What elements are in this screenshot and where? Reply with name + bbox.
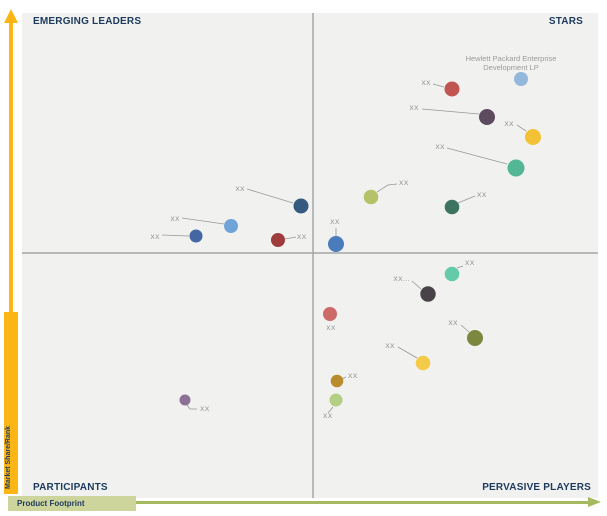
point-label-p11: XX: [297, 234, 307, 241]
point-label-p20: XX: [200, 406, 210, 413]
bubble-p15: [323, 307, 337, 321]
bubble-p13: [444, 266, 460, 282]
bubble-p18: [330, 374, 344, 388]
leader-line-p1: [432, 83, 445, 88]
point-label-p7: XX: [477, 192, 487, 199]
y-axis-label-bar: [4, 312, 18, 494]
leader-line-p17: [397, 346, 418, 359]
point-label-p10: XX: [150, 234, 160, 241]
point-label-p14: XX...: [393, 276, 410, 283]
point-label-p18: XX: [348, 373, 358, 380]
leader-line-p11: [284, 236, 297, 240]
leader-line-p7: [457, 195, 476, 204]
bubble-p9: [224, 219, 238, 233]
bubble-p7: [444, 199, 460, 215]
bubble-p8: [293, 198, 309, 214]
quadrant-label-pervasive-players: PERVASIVE PLAYERS: [482, 482, 591, 493]
bubble-p3: [479, 109, 495, 125]
leader-line-p14: [411, 280, 422, 290]
x-axis-label-bar: Product Footprint: [8, 496, 136, 511]
leader-line-p8: [246, 188, 294, 204]
point-label-p1: XX: [421, 80, 431, 87]
annotation-line-1: Hewlett Packard Enterprise: [466, 54, 557, 63]
bubble-p4: [525, 129, 541, 145]
bubble-p16: [467, 330, 483, 346]
x-axis-label: Product Footprint: [17, 499, 85, 508]
point-label-p17: XX: [385, 343, 395, 350]
annotation-line-2: Development LP: [483, 63, 538, 72]
plot-area: [22, 13, 598, 498]
leader-line-p10: [161, 234, 190, 237]
point-label-p15: XX: [326, 325, 336, 332]
point-label-p3: XX: [409, 105, 419, 112]
leader-line-p4: [516, 124, 527, 132]
point-label-p16: XX: [448, 320, 458, 327]
x-axis-line: [136, 501, 588, 504]
point-label-p9: XX: [170, 216, 180, 223]
point-label-p13: XX: [465, 260, 475, 267]
bubble-p10: [189, 229, 203, 243]
leader-line-p19: [327, 406, 334, 414]
point-label-p12: XX: [330, 219, 340, 226]
point-label-p6: XX: [399, 180, 409, 187]
leader-line-p9: [181, 217, 225, 225]
leader-line-p20: [186, 404, 197, 410]
point-label-p5: XX: [435, 144, 445, 151]
quadrant-label-stars: STARS: [548, 16, 583, 27]
bubble-p14: [420, 286, 436, 302]
x-axis-arrowhead-icon: [588, 497, 601, 507]
bubble-p5: [507, 159, 525, 177]
leader-line-p5: [446, 147, 508, 165]
leader-line-p13: [456, 265, 464, 269]
point-label-p8: XX: [235, 186, 245, 193]
y-axis-label: Market Share/Rank: [5, 425, 12, 489]
y-axis-arrowhead-icon: [4, 9, 18, 23]
bubble-p17: [415, 355, 431, 371]
bubble-p12: [328, 236, 344, 252]
bubble-hpe: [514, 72, 528, 86]
point-label-p4: XX: [504, 121, 514, 128]
quadrant-label-emerging-leaders: EMERGING LEADERS: [33, 16, 142, 27]
bubble-p6: [363, 189, 379, 205]
bubble-p19: [329, 393, 343, 407]
leader-line-p6: [376, 183, 398, 193]
leader-line-p3: [421, 108, 480, 115]
bubble-p11: [271, 233, 285, 247]
bubble-p20: [179, 394, 191, 406]
point-label-p19: XX: [323, 413, 333, 420]
quadrant-label-participants: PARTICIPANTS: [33, 482, 108, 493]
leader-line-p16: [460, 324, 470, 333]
y-axis-line: [9, 22, 13, 313]
bubble-p1: [444, 81, 460, 97]
